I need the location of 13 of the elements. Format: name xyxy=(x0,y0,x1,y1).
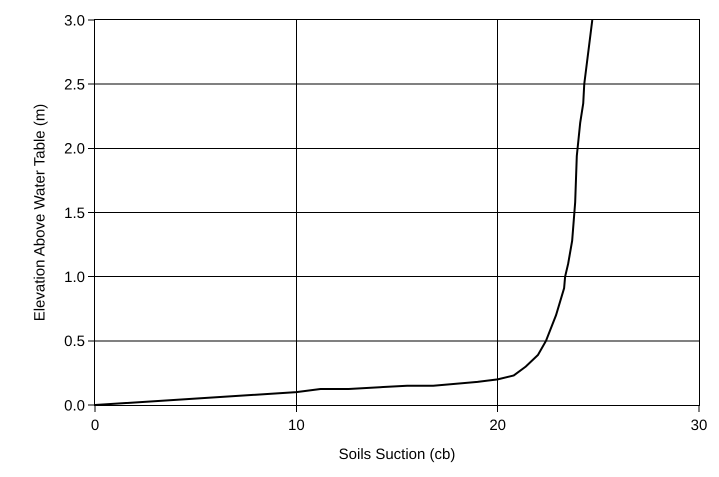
y-axis-title: Elevation Above Water Table (m) xyxy=(31,104,48,322)
y-tick-label: 1.5 xyxy=(64,204,85,222)
y-tick-label: 2.0 xyxy=(64,140,85,158)
x-tick-label: 0 xyxy=(90,417,100,434)
x-axis-title: Soils Suction (cb) xyxy=(338,446,456,463)
x-tick-label: 30 xyxy=(690,417,708,434)
y-tick-label: 0.5 xyxy=(64,333,85,350)
x-tick-label: 10 xyxy=(288,417,305,434)
y-tick-label: 0.0 xyxy=(64,397,85,414)
x-tick-label: 20 xyxy=(489,417,506,434)
y-tick-label: 3.0 xyxy=(64,12,85,30)
y-tick-label: 1.0 xyxy=(64,268,85,286)
y-tick-label: 2.5 xyxy=(64,76,85,94)
